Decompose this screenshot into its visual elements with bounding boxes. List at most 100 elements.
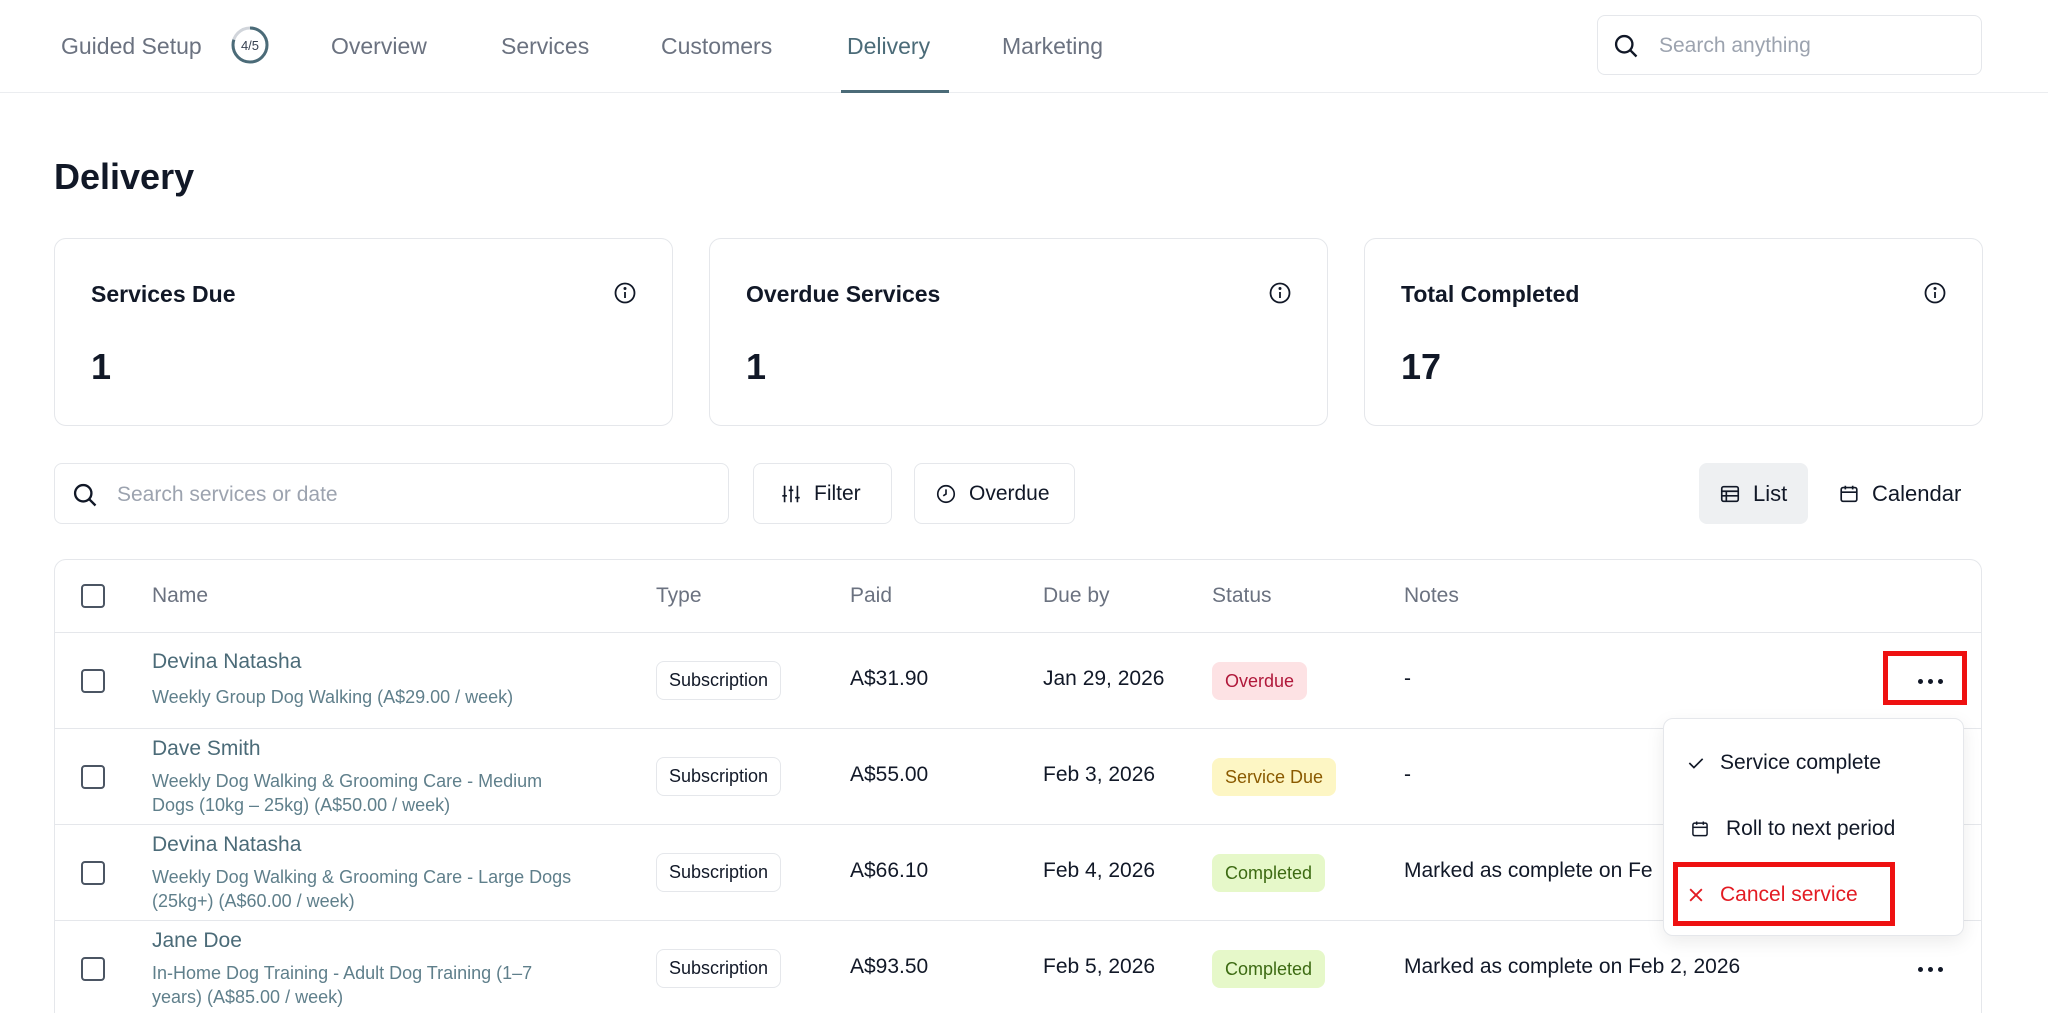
paid-amount: A$31.90 — [850, 667, 929, 690]
type-badge: Subscription — [656, 757, 782, 796]
service-description-line: Weekly Group Dog Walking (A$29.00 / week… — [152, 687, 514, 707]
customer-name-link[interactable]: Devina Natasha — [152, 650, 302, 673]
dot — [1917, 966, 1923, 972]
column-header-notes[interactable]: Notes — [1404, 584, 1459, 607]
table-header: Name Type Paid Due by Status Notes — [55, 560, 1981, 633]
due-date: Feb 5, 2026 — [1043, 955, 1156, 978]
services-search-placeholder: Search services or date — [117, 483, 338, 506]
filter-label: Filter — [814, 481, 861, 505]
dot — [1937, 966, 1943, 972]
global-search-placeholder: Search anything — [1659, 34, 1811, 57]
dot — [1937, 678, 1943, 684]
column-header-status[interactable]: Status — [1212, 584, 1272, 607]
tab-marketing[interactable]: Marketing — [1002, 0, 1103, 93]
more-actions-button[interactable] — [1908, 666, 1952, 696]
calendar-view-button[interactable]: Calendar — [1820, 463, 1982, 524]
search-icon — [1614, 34, 1638, 58]
status-badge: Completed — [1212, 854, 1326, 892]
row-checkbox[interactable] — [81, 957, 105, 981]
list-label: List — [1753, 480, 1788, 506]
calendar-icon — [1692, 821, 1708, 837]
row-checkbox[interactable] — [81, 861, 105, 885]
menu-item-service-complete[interactable]: Service complete — [1664, 733, 1963, 793]
tab-services[interactable]: Services — [501, 0, 589, 93]
x-icon — [1689, 888, 1703, 902]
service-description: Weekly Group Dog Walking (A$29.00 / week… — [152, 685, 622, 709]
kpi-card-services-due: Services Due 1 — [54, 238, 673, 426]
list-view-button[interactable]: List — [1699, 463, 1808, 524]
customer-name-link[interactable]: Devina Natasha — [152, 833, 302, 856]
tab-marketing-label: Marketing — [1002, 33, 1103, 59]
calendar-icon — [1840, 485, 1858, 502]
service-description: Weekly Dog Walking & Grooming Care - Med… — [152, 769, 622, 817]
tab-services-label: Services — [501, 33, 590, 59]
service-description-line: (25kg+) (A$60.00 / week) — [152, 891, 355, 911]
notes-text: - — [1404, 763, 1411, 786]
table-row[interactable]: Dave Smith Weekly Dog Walking & Grooming… — [55, 729, 1981, 825]
customer-name-link[interactable]: Dave Smith — [152, 737, 261, 760]
guided-setup-label: Guided Setup — [61, 33, 202, 59]
active-tab-indicator — [841, 90, 949, 93]
status-badge: Service Due — [1212, 758, 1337, 796]
menu-item-roll-to-next-period[interactable]: Roll to next period — [1664, 799, 1963, 859]
kpi-label: Total Completed — [1401, 281, 1580, 307]
column-header-type[interactable]: Type — [656, 584, 702, 607]
services-search-input[interactable]: Search services or date — [54, 463, 729, 524]
kpi-label: Services Due — [91, 281, 236, 307]
table-row[interactable]: Jane Doe In-Home Dog Training - Adult Do… — [55, 921, 1981, 1013]
sliders-icon — [782, 485, 800, 502]
row-checkbox[interactable] — [81, 765, 105, 789]
kpi-card-total-completed: Total Completed 17 — [1364, 238, 1983, 426]
info-icon[interactable] — [1923, 281, 1947, 305]
nav-guided-setup[interactable]: Guided Setup — [61, 0, 202, 93]
top-navigation: Guided Setup 4/5 Overview Services Custo… — [0, 0, 2048, 93]
check-icon — [1688, 758, 1704, 769]
customer-name-link[interactable]: Jane Doe — [152, 929, 242, 952]
page-title: Delivery — [54, 156, 195, 197]
more-actions-highlight — [1883, 651, 1967, 705]
calendar-label: Calendar — [1872, 480, 1962, 506]
info-icon[interactable] — [1268, 281, 1292, 305]
table-row[interactable]: Devina Natasha Weekly Group Dog Walking … — [55, 633, 1981, 729]
service-description: Weekly Dog Walking & Grooming Care - Lar… — [152, 865, 622, 913]
service-description-line: years) (A$85.00 / week) — [152, 987, 344, 1007]
table-row[interactable]: Devina Natasha Weekly Dog Walking & Groo… — [55, 825, 1981, 921]
row-checkbox[interactable] — [81, 669, 105, 693]
type-badge: Subscription — [656, 853, 782, 892]
menu-item-cancel-service[interactable]: Cancel service — [1664, 865, 1963, 925]
column-header-name[interactable]: Name — [152, 584, 209, 607]
column-header-paid[interactable]: Paid — [850, 584, 893, 607]
notes-text: - — [1404, 667, 1411, 690]
tab-customers[interactable]: Customers — [661, 0, 772, 93]
clock-icon — [936, 484, 956, 503]
service-description-line: In-Home Dog Training - Adult Dog Trainin… — [152, 963, 533, 983]
dot — [1927, 678, 1933, 684]
paid-amount: A$55.00 — [850, 763, 929, 786]
kpi-value: 1 — [746, 346, 767, 387]
tab-overview[interactable]: Overview — [331, 0, 427, 93]
service-description-line: Weekly Dog Walking & Grooming Care - Med… — [152, 771, 543, 791]
service-description: In-Home Dog Training - Adult Dog Trainin… — [152, 961, 622, 1009]
service-description-line: Dogs (10kg – 25kg) (A$50.00 / week) — [152, 795, 451, 815]
more-actions-button[interactable] — [1908, 954, 1952, 984]
column-header-due-by[interactable]: Due by — [1043, 584, 1110, 607]
tab-delivery-label: Delivery — [847, 33, 931, 59]
tab-customers-label: Customers — [661, 33, 773, 59]
info-icon[interactable] — [613, 281, 637, 305]
tab-delivery[interactable]: Delivery — [847, 0, 930, 93]
dot — [1927, 966, 1933, 972]
list-icon — [1720, 485, 1740, 502]
overdue-filter-button[interactable]: Overdue — [914, 463, 1075, 524]
global-search-input[interactable]: Search anything — [1597, 15, 1982, 75]
select-all-checkbox[interactable] — [81, 584, 105, 608]
service-description-line: Weekly Dog Walking & Grooming Care - Lar… — [152, 867, 572, 887]
due-date: Feb 4, 2026 — [1043, 859, 1156, 882]
kpi-value: 17 — [1401, 346, 1442, 387]
services-table: Name Type Paid Due by Status Notes Devin… — [54, 559, 1982, 1013]
kpi-card-overdue-services: Overdue Services 1 — [709, 238, 1328, 426]
filter-button[interactable]: Filter — [753, 463, 892, 524]
search-icon — [73, 483, 97, 507]
status-badge: Completed — [1212, 950, 1326, 988]
menu-item-label: Cancel service — [1720, 883, 1858, 906]
kpi-value: 1 — [91, 346, 112, 387]
